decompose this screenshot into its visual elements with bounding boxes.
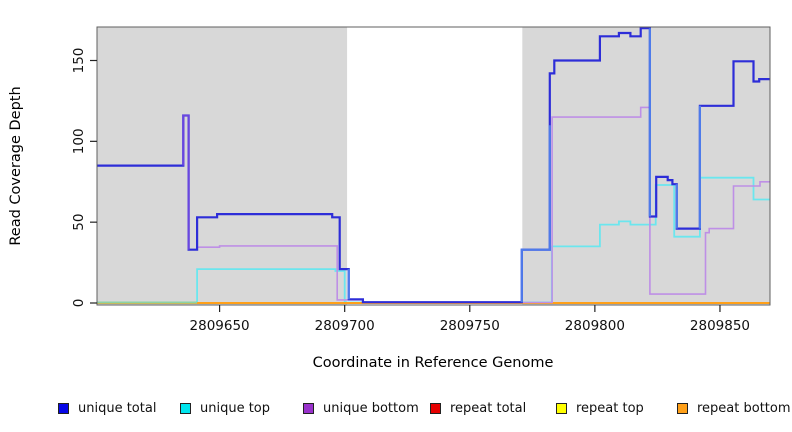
series-lines (97, 27, 770, 304)
legend-item-unique-bottom: unique bottom (303, 399, 419, 417)
y-tick-label: 150 (71, 48, 87, 74)
x-tick-label: 2809700 (315, 318, 375, 334)
violet-spike-overlay (182, 114, 190, 250)
legend-label: repeat top (576, 400, 644, 416)
x-tick-label: 2809750 (440, 318, 500, 334)
plot-canvas: 2809650 2809700 2809750 2809800 2809850 0 50 10… (8, 26, 771, 371)
legend-item-unique-top: unique top (180, 399, 270, 417)
bright-blue-overlay-1 (520, 125, 551, 303)
axis-ticks (90, 59, 721, 312)
legend-swatch-repeat-bottom (677, 402, 688, 414)
x-tick-label: 2809850 (690, 318, 750, 334)
chart-legend: unique total unique top unique bottom repea… (0, 399, 792, 421)
series-unique-total (97, 27, 770, 304)
plot-border (96, 26, 771, 306)
x-tick-label: 2809800 (565, 318, 625, 334)
legend-item-repeat-total: repeat total (430, 399, 526, 417)
legend-label: repeat bottom (697, 400, 791, 416)
y-tick-label: 100 (71, 128, 87, 154)
background-bands (97, 27, 770, 305)
legend-label: unique top (200, 400, 271, 416)
legend-item-unique-total: unique total (58, 399, 156, 417)
legend-swatch-repeat-total (430, 402, 441, 414)
y-tick-label: 50 (71, 214, 87, 231)
legend-swatch-unique-top (180, 402, 191, 414)
x-tick-label: 2809650 (190, 318, 250, 334)
legend-item-repeat-top: repeat top (556, 399, 644, 417)
legend-swatch-unique-bottom (303, 402, 314, 414)
y-axis-title: Read Coverage Depth (8, 86, 24, 245)
legend-swatch-repeat-top (556, 402, 567, 414)
y-tick-label: 0 (71, 299, 87, 308)
series-unique-top (97, 176, 770, 304)
legend-swatch-unique-total (58, 402, 69, 414)
legend-label: unique bottom (323, 400, 419, 416)
legend-item-repeat-bottom: repeat bottom (677, 399, 791, 417)
gray-band-right (522, 27, 770, 305)
axis-tick-labels: 2809650 2809700 2809750 2809800 2809850 0 50 10… (71, 48, 750, 334)
legend-label: unique total (78, 400, 157, 416)
legend-label: repeat total (450, 400, 527, 416)
x-axis-title: Coordinate in Reference Genome (313, 355, 554, 371)
white-gap (347, 27, 523, 305)
